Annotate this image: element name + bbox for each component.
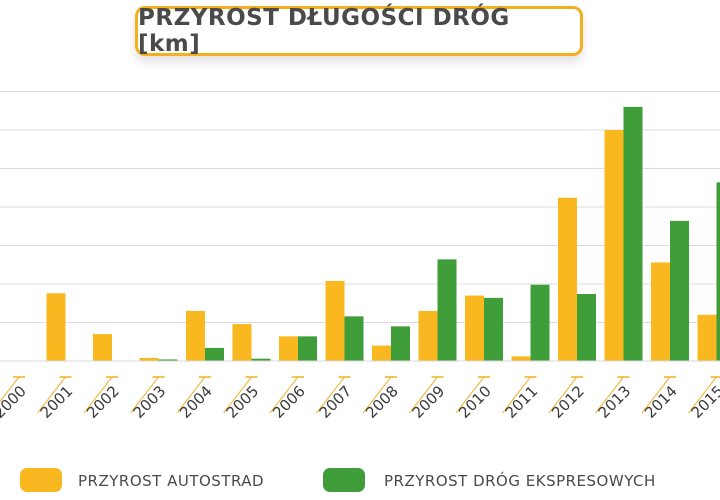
bar-autostrady-2008	[372, 345, 391, 361]
x-tick-label-2007: 2007	[316, 382, 356, 422]
x-tick-label-2008: 2008	[362, 382, 402, 422]
x-tick-label-2005: 2005	[223, 382, 263, 422]
x-tick-label-2000: 2000	[0, 382, 30, 422]
bar-autostrady-2014	[651, 262, 670, 361]
x-tick-leader-2004	[176, 376, 206, 414]
x-tick-label-2006: 2006	[269, 382, 309, 422]
bar-autostrady-2002	[93, 334, 112, 361]
x-axis-ticks: 2000 2001 2002 2003 2004 2005 2006 2007 2008 2009…	[0, 376, 720, 422]
x-tick-label-2002: 2002	[83, 382, 123, 422]
x-tick-leader-2005	[223, 376, 252, 414]
legend-label-autostrady: PRZYROST AUTOSTRAD	[78, 472, 264, 490]
bar-autostrady-2013	[604, 130, 624, 361]
bar-ekspresowe-2010	[484, 297, 503, 361]
x-tick-leader-2012	[548, 376, 578, 414]
chart-title: PRZYROST DŁUGOŚCI DRÓG [km]	[135, 5, 583, 57]
x-tick-leader-2008	[362, 376, 392, 414]
x-tick-label-2015: 2015	[688, 382, 720, 422]
x-tick-label-2009: 2009	[409, 382, 449, 422]
x-tick-leader-2001	[37, 376, 66, 414]
bar-ekspresowe-2006	[298, 336, 317, 361]
x-tick-label-2003: 2003	[130, 382, 170, 422]
bar-autostrady-2001	[46, 293, 66, 361]
x-tick-label-2001: 2001	[37, 382, 77, 422]
legend-label-ekspresowe: PRZYROST DRÓG EKSPRESOWYCH	[384, 471, 656, 490]
x-tick-label-2013: 2013	[595, 382, 635, 422]
x-tick-label-2012: 2012	[548, 382, 588, 422]
bar-ekspresowe-2007	[344, 316, 364, 361]
x-tick-label-2004: 2004	[176, 382, 216, 422]
bar-ekspresowe-2014	[670, 220, 689, 361]
bar-autostrady-2005	[232, 324, 252, 361]
bar-autostrady-2004	[186, 310, 205, 361]
x-tick-leader-2000	[0, 376, 20, 403]
bar-autostrady-2003	[139, 357, 159, 361]
x-tick-leader-2006	[269, 376, 299, 414]
bar-autostrady-2007	[325, 280, 345, 361]
x-tick-label-2010: 2010	[455, 382, 495, 422]
bar-autostrady-2006	[279, 336, 298, 361]
legend-swatch-autostrady	[20, 468, 62, 492]
bar-ekspresowe-2003	[158, 359, 178, 361]
bar-autostrady-2009	[418, 310, 438, 361]
x-tick-label-2014: 2014	[641, 382, 681, 422]
bar-autostrady-2012	[558, 197, 577, 361]
bar-autostrady-2010	[465, 295, 484, 361]
x-tick-leader-2015	[688, 376, 717, 414]
bar-ekspresowe-2011	[530, 284, 550, 361]
bar-ekspresowe-2013	[623, 106, 643, 362]
bar-ekspresowe-2008	[391, 326, 410, 361]
legend: PRZYROST AUTOSTRAD PRZYROST DRÓG EKSPRES…	[20, 468, 656, 492]
bar-autostrady-2015	[697, 314, 717, 361]
x-tick-leader-2002	[83, 376, 113, 414]
legend-swatch-ekspresowe	[323, 468, 365, 492]
bar-ekspresowe-2005	[251, 358, 271, 361]
x-tick-leader-2010	[455, 376, 485, 414]
x-tick-label-2011: 2011	[502, 382, 542, 422]
bar-ekspresowe-2015	[716, 182, 720, 361]
bar-autostrady-2011	[511, 356, 531, 361]
x-tick-leader-2003	[130, 376, 159, 414]
gridlines	[0, 91, 720, 323]
bar-ekspresowe-2009	[437, 259, 457, 361]
x-tick-leader-2007	[316, 376, 345, 414]
x-tick-leader-2014	[641, 376, 671, 414]
bar-ekspresowe-2012	[577, 294, 596, 361]
bars	[46, 106, 720, 362]
x-tick-leader-2011	[502, 376, 531, 414]
x-tick-leader-2009	[409, 376, 438, 414]
x-tick-leader-2013	[595, 376, 624, 414]
bar-ekspresowe-2004	[205, 347, 224, 361]
